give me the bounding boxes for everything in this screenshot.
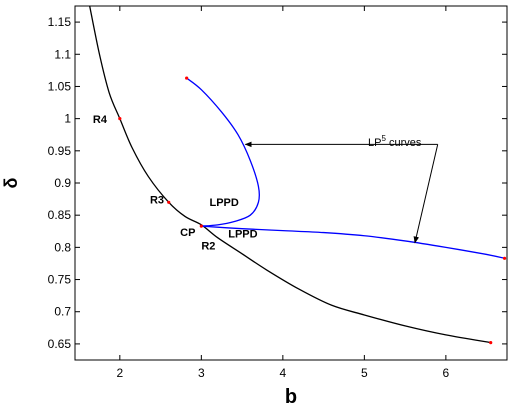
annotation-label: LPPD — [228, 229, 257, 241]
x-tick-label: 4 — [280, 366, 287, 380]
marked-point — [167, 200, 171, 204]
y-tick-label: 1 — [64, 112, 71, 126]
annotation-label: CP — [180, 227, 195, 239]
annotation-label: R3 — [150, 195, 164, 207]
y-tick-label: 1.05 — [48, 79, 72, 93]
callout-superscript: 5 — [381, 134, 386, 143]
series-line-2 — [201, 225, 505, 259]
callout-arrows — [244, 141, 439, 244]
y-tick-label: 0.9 — [54, 176, 71, 190]
y-tick-label: 0.7 — [54, 305, 71, 319]
callout-arrow — [413, 144, 439, 244]
annotation-label: R4 — [93, 114, 108, 126]
annotations: R4 R3 LPPD CP LPPD R2 — [93, 114, 258, 252]
x-tick-label: 3 — [198, 366, 205, 380]
y-tick-label: 0.95 — [48, 144, 72, 158]
y-tick-label: 0.8 — [54, 240, 71, 254]
callout-suffix: curves — [386, 137, 422, 149]
y-tick-label: 1.1 — [54, 47, 71, 61]
marked-point — [118, 117, 122, 121]
x-tick-label: 5 — [361, 366, 368, 380]
ticks: 2 3 4 5 6 0.65 0.7 0.75 0.8 0.85 0.9 0.95 1 1.05 1.1 1.… — [48, 6, 507, 380]
marked-points — [118, 76, 507, 345]
annotation-label: LPPD — [209, 197, 238, 209]
marked-point — [199, 224, 203, 228]
marked-point — [502, 256, 507, 260]
series-group — [89, 5, 505, 344]
marked-point — [185, 76, 189, 80]
series-line-0 — [89, 5, 491, 344]
y-tick-label: 0.75 — [48, 273, 72, 287]
callout-label: LP5 curves — [368, 134, 422, 149]
y-tick-label: 1.15 — [48, 15, 72, 29]
marked-point — [489, 341, 493, 345]
x-tick-label: 2 — [116, 366, 123, 380]
plot-frame — [74, 5, 508, 361]
y-tick-label: 0.65 — [48, 337, 72, 351]
y-tick-label: 0.85 — [48, 208, 72, 222]
series-line-1 — [186, 77, 261, 227]
x-axis-label: b — [285, 386, 297, 405]
y-axis-label: δ — [1, 177, 21, 188]
x-tick-label: 6 — [443, 366, 450, 380]
annotation-label: R2 — [201, 240, 215, 252]
